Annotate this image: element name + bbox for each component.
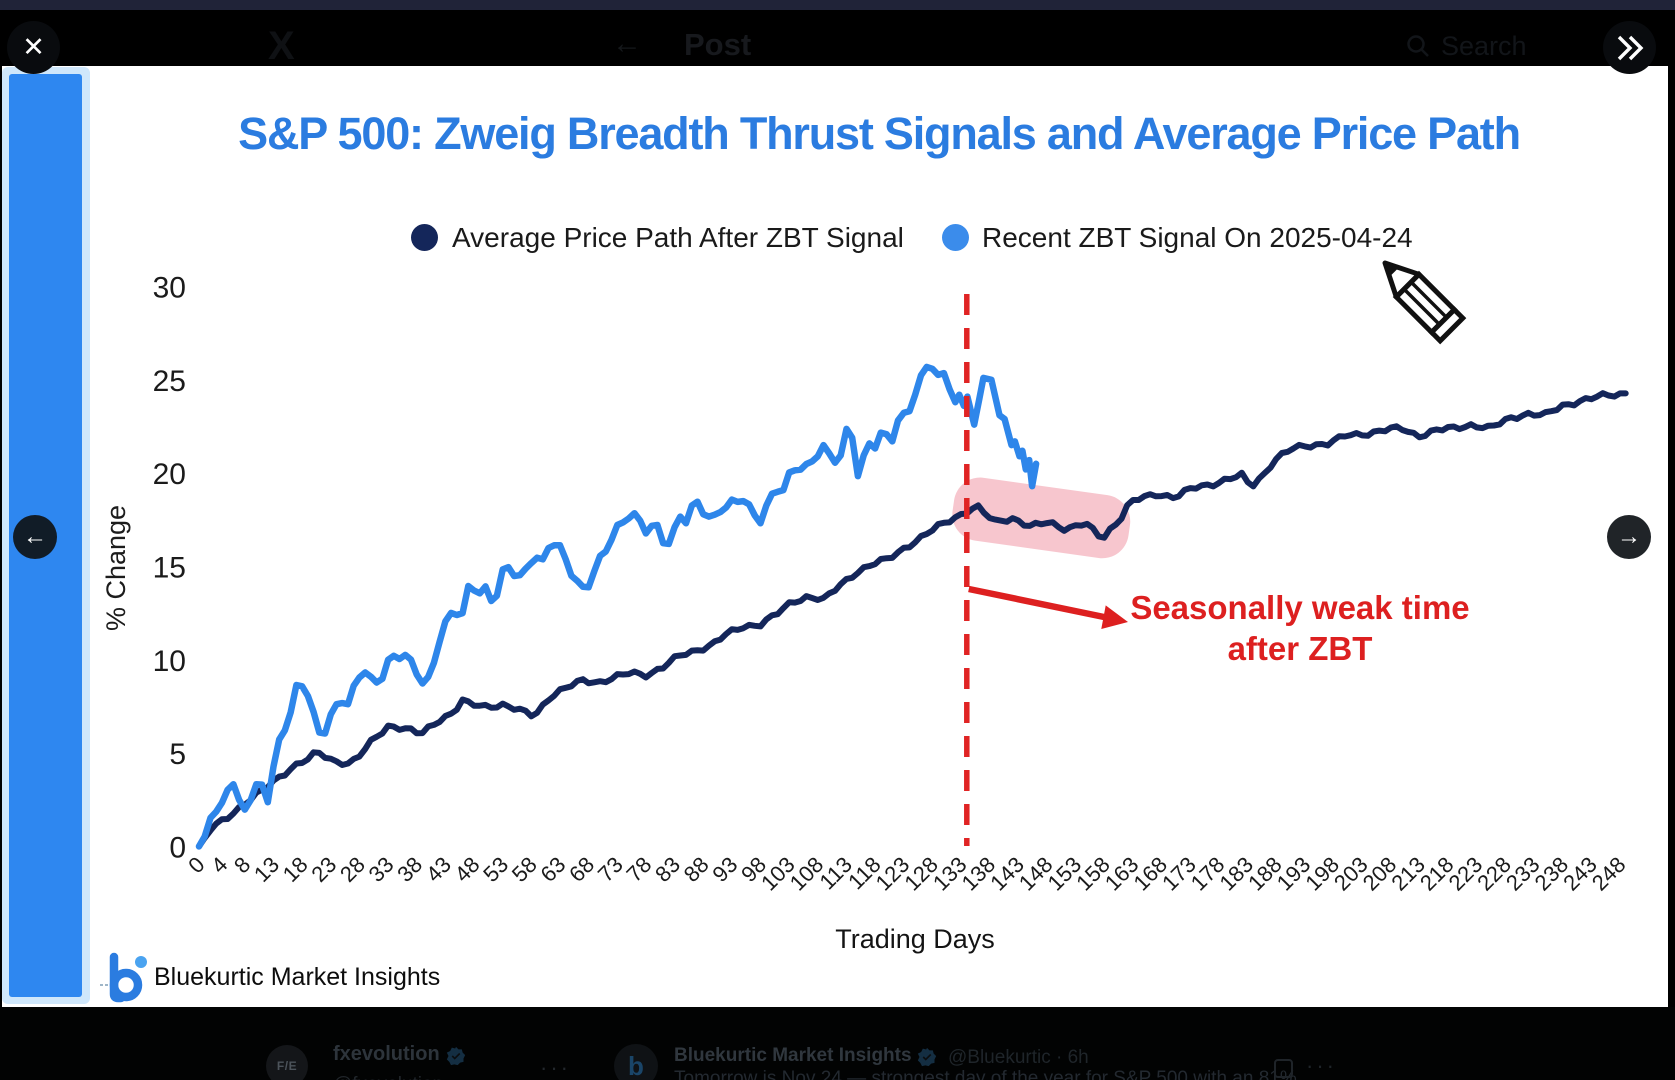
x-axis-label: Trading Days — [835, 924, 995, 954]
x-logo-icon: X — [268, 24, 295, 68]
y-axis-label: % Change — [100, 504, 131, 632]
annotation-text-line2: after ZBT — [1227, 630, 1373, 667]
legend-label-recent-signal: Recent ZBT Signal On 2025-04-24 — [982, 222, 1413, 253]
chart-image[interactable] — [2, 66, 1668, 1007]
tweet2-more-icon[interactable]: ··· — [1306, 1053, 1337, 1078]
svg-text:0: 0 — [169, 831, 186, 864]
verified-badge-icon — [446, 1046, 466, 1066]
x-tick-labels: 0481318232833384348535863687378838893981… — [183, 852, 1630, 896]
svg-text:248: 248 — [1587, 852, 1631, 896]
svg-text:0: 0 — [183, 852, 209, 878]
brand-watermark: Bluekurtic Market Insights — [100, 950, 440, 1004]
avatar-bluekurtic[interactable]: b — [614, 1044, 658, 1080]
tweet1-display-name[interactable]: fxevolution — [333, 1043, 440, 1065]
page-title: Post — [684, 27, 752, 62]
pencil-cursor-icon — [1382, 260, 1467, 345]
tweet2-text: Tomorrow is Nov 24 — strongest day of th… — [674, 1068, 1297, 1080]
lightbox-header-bar — [0, 10, 1675, 66]
svg-text:4: 4 — [206, 852, 232, 878]
verified-badge-icon — [917, 1047, 937, 1067]
double-chevron-right-icon — [1617, 35, 1643, 60]
legend-dot-average-path — [411, 224, 438, 251]
browser-top-strip — [0, 0, 1675, 10]
legend-label-average-path: Average Price Path After ZBT Signal — [452, 222, 904, 253]
legend-dot-recent-signal — [942, 224, 969, 251]
tweet2-handle: @Bluekurtic · 6h — [948, 1047, 1089, 1068]
close-button[interactable]: ✕ — [7, 21, 60, 74]
expand-button[interactable] — [1603, 21, 1656, 74]
series-lines — [195, 363, 1629, 850]
close-icon: ✕ — [22, 32, 45, 62]
y-tick-labels: 0 5 10 15 20 25 30 — [153, 271, 186, 864]
annotation-text-line1: Seasonally weak time — [1130, 589, 1470, 626]
tweet2-display-name[interactable]: Bluekurtic Market Insights — [674, 1045, 912, 1066]
next-image-button[interactable]: → — [1607, 515, 1651, 559]
search-icon — [1407, 35, 1429, 57]
grok-icon[interactable] — [1274, 1059, 1293, 1078]
svg-text:5: 5 — [169, 738, 186, 771]
search-placeholder: Search — [1441, 30, 1527, 61]
svg-text:25: 25 — [153, 365, 186, 398]
avatar-fxevolution[interactable]: F/E — [266, 1045, 308, 1080]
svg-text:10: 10 — [153, 645, 186, 678]
dimmed-feed-background: F/E fxevolution @fxevolution ··· b Bluek… — [0, 1007, 1675, 1080]
svg-text:30: 30 — [153, 271, 186, 304]
svg-text:20: 20 — [153, 458, 186, 491]
search-input[interactable]: Search — [1405, 26, 1615, 66]
brand-text: Bluekurtic Market Insights — [154, 962, 441, 991]
svg-text:15: 15 — [153, 551, 186, 584]
svg-text:8: 8 — [229, 852, 255, 878]
previous-image-button[interactable]: ← — [13, 515, 57, 559]
arrow-right-icon: → — [1617, 523, 1641, 550]
highlight-region — [952, 477, 1131, 559]
arrow-left-icon: ← — [23, 523, 47, 550]
back-arrow-icon[interactable]: ← — [612, 27, 642, 60]
chart-title: S&P 500: Zweig Breadth Thrust Signals an… — [238, 108, 1521, 159]
tweet1-handle: @fxevolution — [333, 1074, 443, 1080]
more-options-icon[interactable]: ··· — [540, 1055, 571, 1080]
annotation-arrow — [968, 585, 1128, 629]
bluekurtic-logo-icon — [100, 950, 152, 1004]
